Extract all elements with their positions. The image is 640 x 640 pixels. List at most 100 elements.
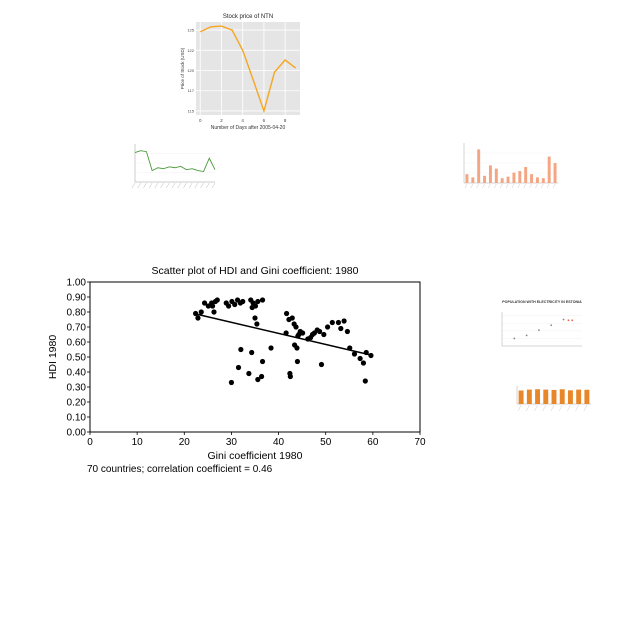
bar: [547, 156, 551, 183]
data-point: [329, 319, 335, 326]
x-tick-mark: [148, 182, 153, 189]
data-point: [335, 319, 342, 326]
data-point: [246, 370, 252, 377]
data-point: [252, 315, 258, 321]
x-tick-label: 6: [263, 118, 266, 123]
data-point: [249, 304, 255, 311]
x-tick-mark: [470, 183, 474, 189]
data-point: [562, 318, 565, 321]
x-tick-mark: [482, 183, 485, 189]
bar: [483, 175, 487, 183]
bar: [553, 163, 557, 183]
y-axis-label: Price of Stock (USD): [180, 47, 185, 89]
data-point: [232, 301, 238, 308]
y-tick-label: 0.50: [67, 353, 87, 364]
data-point: [283, 310, 290, 317]
x-tick-mark: [517, 183, 521, 189]
series-line: [134, 150, 216, 173]
data-point: [287, 373, 293, 380]
data-point: [209, 303, 216, 309]
data-point: [362, 378, 368, 384]
data-point: [316, 328, 323, 335]
bar: [524, 167, 528, 183]
x-tick-mark: [552, 183, 556, 189]
x-tick-mark: [511, 183, 515, 189]
data-point: [338, 325, 344, 332]
bar: [541, 178, 545, 183]
x-tick-mark: [526, 404, 530, 412]
y-tick-label: 0.70: [67, 323, 87, 334]
estonia-electricity-chart: POPULATION WITH ELECTRICITY IN ESTONIA: [501, 300, 582, 347]
x-tick-mark: [505, 183, 509, 189]
data-point: [351, 351, 358, 357]
bar: [567, 390, 573, 404]
data-point: [513, 337, 516, 340]
x-tick-mark: [494, 183, 497, 189]
data-point: [360, 360, 367, 366]
data-point: [268, 345, 274, 351]
x-tick-mark: [567, 404, 571, 412]
data-point: [259, 297, 266, 303]
x-tick-label: 10: [132, 437, 144, 448]
y-tick-label: 117: [188, 88, 195, 93]
data-point: [254, 321, 260, 327]
data-point: [550, 324, 553, 327]
data-point: [195, 315, 201, 321]
x-tick-mark: [523, 183, 526, 189]
bar: [530, 174, 534, 183]
bar: [465, 174, 469, 183]
x-tick-mark: [550, 404, 555, 412]
x-tick-mark: [177, 182, 181, 189]
trend-line: [193, 312, 374, 357]
x-tick-mark: [206, 182, 210, 189]
x-tick-mark: [137, 182, 141, 189]
data-point: [255, 376, 261, 383]
bar: [518, 171, 522, 183]
x-tick-mark: [160, 182, 164, 189]
data-point: [538, 329, 540, 332]
fossil-fuel-bar-chart: [516, 385, 591, 412]
data-point: [341, 318, 347, 324]
data-point: [259, 358, 266, 365]
y-axis-label: HDI 1980: [47, 335, 59, 380]
x-tick-mark: [188, 182, 193, 189]
x-tick-label: 60: [367, 437, 379, 448]
x-tick-label: 4: [241, 118, 244, 123]
data-point: [567, 319, 570, 322]
bar: [526, 389, 532, 404]
orange-bar-chart: [463, 143, 558, 189]
y-tick-label: 0.30: [67, 383, 87, 394]
data-point: [571, 319, 574, 322]
data-point: [344, 328, 350, 335]
x-tick-mark: [546, 183, 550, 189]
x-tick-mark: [166, 182, 170, 189]
x-tick-mark: [464, 183, 468, 189]
data-point: [240, 298, 246, 305]
x-tick-label: 2: [220, 118, 223, 123]
x-tick-mark: [575, 404, 579, 412]
x-tick-mark: [183, 182, 187, 189]
data-point: [214, 297, 220, 303]
x-tick-mark: [535, 183, 538, 189]
x-tick-mark: [194, 182, 199, 189]
bar: [506, 176, 510, 183]
y-tick-label: 0.80: [67, 308, 87, 319]
stock-price-chart: 0 2 4 6 8 115 117 120 122 125 Stock price of NTN Nu…: [180, 14, 300, 131]
y-tick-label: 1.00: [67, 278, 87, 289]
data-point: [308, 334, 314, 341]
data-point: [293, 324, 299, 330]
x-tick-label: 40: [273, 437, 285, 448]
data-point: [259, 373, 265, 380]
y-tick-label: 115: [188, 108, 195, 113]
data-point: [296, 331, 302, 338]
x-tick-mark: [542, 404, 547, 412]
bar: [535, 389, 541, 404]
bar: [500, 178, 504, 183]
bar: [559, 389, 565, 404]
bar: [494, 168, 498, 183]
chart-title: Stock price of NTN: [223, 14, 273, 20]
y-tick-label: 0.20: [67, 398, 87, 409]
x-tick-mark: [131, 182, 136, 189]
chart-title: POPULATION WITH ELECTRICITY IN ESTONIA: [502, 300, 582, 304]
y-tick-label: 120: [187, 68, 194, 73]
